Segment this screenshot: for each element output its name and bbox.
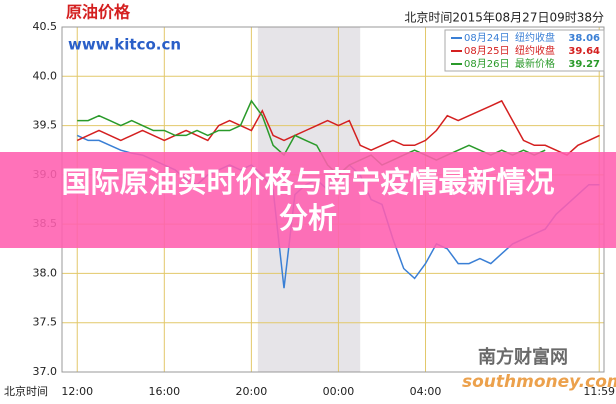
x-tick-label: 12:00 [61,385,93,398]
x-tick-label: 16:00 [148,385,180,398]
x-tick-label: 11:59 [583,385,615,398]
legend-label: 08月25日 [464,45,509,57]
x-tick-label: 04:00 [410,385,442,398]
legend-label: 最新价格 [515,57,555,70]
y-tick-label: 40.0 [33,69,58,82]
watermark: 南方财富网 [478,346,568,368]
legend-value: 39.27 [568,59,600,70]
banner-text: 国际原油实时价格与南宁疫情最新情况分析 [61,165,555,235]
y-tick-label: 39.5 [33,119,58,132]
chart-subtitle: 北京时间2015年08月27日09时38分 [404,11,604,25]
legend-label: 08月26日 [464,58,509,70]
series-line [77,99,546,176]
legend-label: 纽约收盘 [515,44,555,57]
legend-label: 08月24日 [464,32,509,44]
banner: 国际原油实时价格与南宁疫情最新情况分析 [0,152,616,248]
watermark: southmoney.com [462,372,616,392]
y-tick-label: 38.0 [33,266,58,279]
chart-title: 原油价格 [66,3,131,22]
legend-label: 纽约收盘 [515,31,555,44]
series-line [76,99,600,156]
y-tick-label: 37.5 [33,316,58,329]
x-tick-label: 20:00 [236,385,268,398]
watermark: www.kitco.cn [68,36,181,54]
legend: 08月24日 纽约收盘 38.06 08月25日 纽约收盘 39.64 08月26日 最新价格… [444,29,605,72]
legend-value: 39.64 [568,46,600,57]
legend-box [444,29,605,72]
x-axis-label: 北京时间 [4,384,48,398]
x-tick-label: 00:00 [323,385,355,398]
y-tick-label: 37.0 [33,365,58,378]
legend-value: 38.06 [568,33,600,44]
y-tick-label: 40.5 [33,20,58,33]
